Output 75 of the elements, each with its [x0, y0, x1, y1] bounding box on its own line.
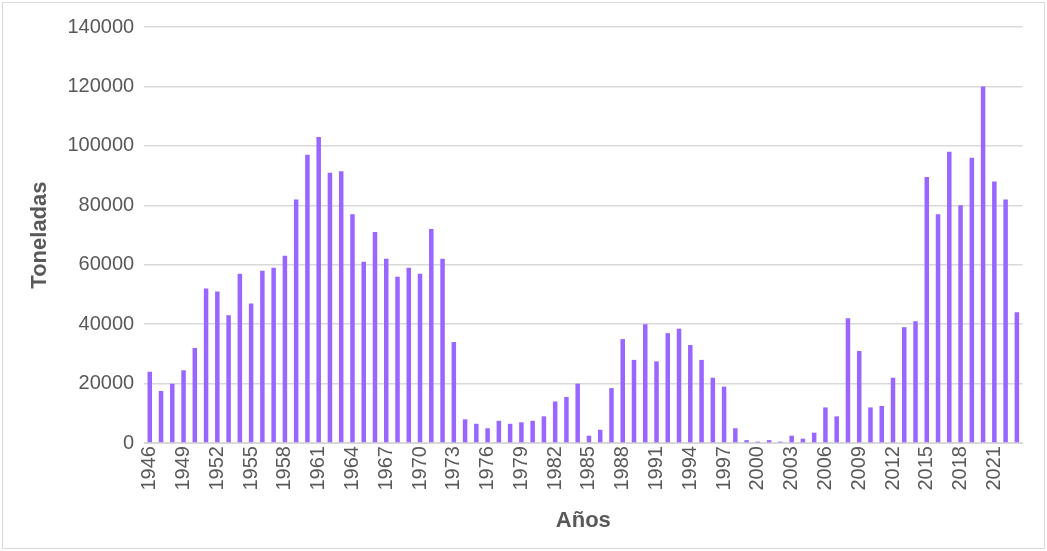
bar — [902, 327, 907, 443]
x-tick-label: 1958 — [272, 446, 295, 491]
bar — [992, 181, 997, 443]
bar — [643, 324, 648, 443]
x-tick-label: 1988 — [610, 446, 633, 491]
x-tick-label: 1997 — [711, 446, 734, 491]
y-tick-label: 20000 — [78, 371, 135, 394]
bar — [485, 428, 490, 443]
bar — [1003, 199, 1008, 443]
x-tick-label: 2009 — [846, 446, 869, 491]
bar — [519, 422, 524, 443]
bar — [170, 383, 175, 443]
bar — [609, 388, 614, 443]
x-tick-label: 1949 — [171, 446, 194, 491]
y-tick-label: 140000 — [67, 14, 135, 37]
x-tick-label: 2003 — [779, 446, 802, 491]
x-tick-label: 1973 — [441, 446, 464, 491]
bar — [879, 405, 884, 443]
bar — [316, 136, 321, 443]
bar — [271, 267, 276, 443]
y-tick-label: 0 — [123, 430, 135, 453]
x-tick-label: 1991 — [644, 446, 667, 491]
bar — [823, 407, 828, 443]
bar — [384, 258, 389, 443]
bar — [440, 258, 445, 443]
x-tick-label: 2021 — [981, 446, 1004, 491]
y-tick-label: 120000 — [67, 73, 135, 96]
bar — [789, 435, 794, 443]
y-axis-title: Toneladas — [26, 181, 52, 289]
y-tick-label: 100000 — [67, 133, 135, 156]
x-tick-label: 1952 — [204, 446, 227, 491]
x-tick-label: 1994 — [677, 446, 700, 491]
x-tick-label: 2015 — [914, 446, 937, 491]
bar — [868, 407, 873, 443]
bar — [620, 339, 625, 443]
bar — [688, 345, 693, 443]
bar — [305, 154, 310, 443]
bar — [699, 359, 704, 443]
x-tick-label: 2018 — [948, 446, 971, 491]
x-tick-label: 1955 — [238, 446, 261, 491]
bar — [958, 205, 963, 443]
y-tick-label: 40000 — [78, 311, 135, 334]
x-tick-label: 1985 — [576, 446, 599, 491]
bar — [913, 321, 918, 443]
bar — [530, 420, 535, 443]
bar — [744, 440, 749, 443]
bar — [733, 428, 738, 443]
x-tick-label: 2012 — [880, 446, 903, 491]
bar — [834, 416, 839, 443]
x-tick-label: 1976 — [475, 446, 498, 491]
x-tick-label: 1982 — [542, 446, 565, 491]
bar — [260, 270, 265, 443]
x-tick-label: 1961 — [306, 446, 329, 491]
bar — [474, 423, 479, 443]
bar — [429, 229, 434, 443]
x-tick-label: 2000 — [745, 446, 768, 491]
x-axis-title: Años — [555, 506, 611, 532]
bar — [654, 361, 659, 443]
bar — [395, 276, 400, 443]
bar — [226, 315, 231, 443]
x-tick-label: 2006 — [812, 446, 835, 491]
x-tick-label: 1979 — [508, 446, 531, 491]
bar — [564, 397, 569, 443]
x-tick-label: 1970 — [407, 446, 430, 491]
x-tick-label: 1964 — [339, 446, 362, 491]
x-tick-label: 1967 — [373, 446, 396, 491]
bar — [181, 370, 186, 443]
bar — [215, 291, 220, 443]
y-tick-label: 60000 — [78, 252, 135, 275]
y-tick-label: 80000 — [78, 192, 135, 215]
x-tick-label: 1946 — [137, 446, 160, 491]
bar — [947, 151, 952, 443]
bar — [361, 261, 366, 443]
bar — [575, 383, 580, 443]
bar — [350, 214, 355, 443]
